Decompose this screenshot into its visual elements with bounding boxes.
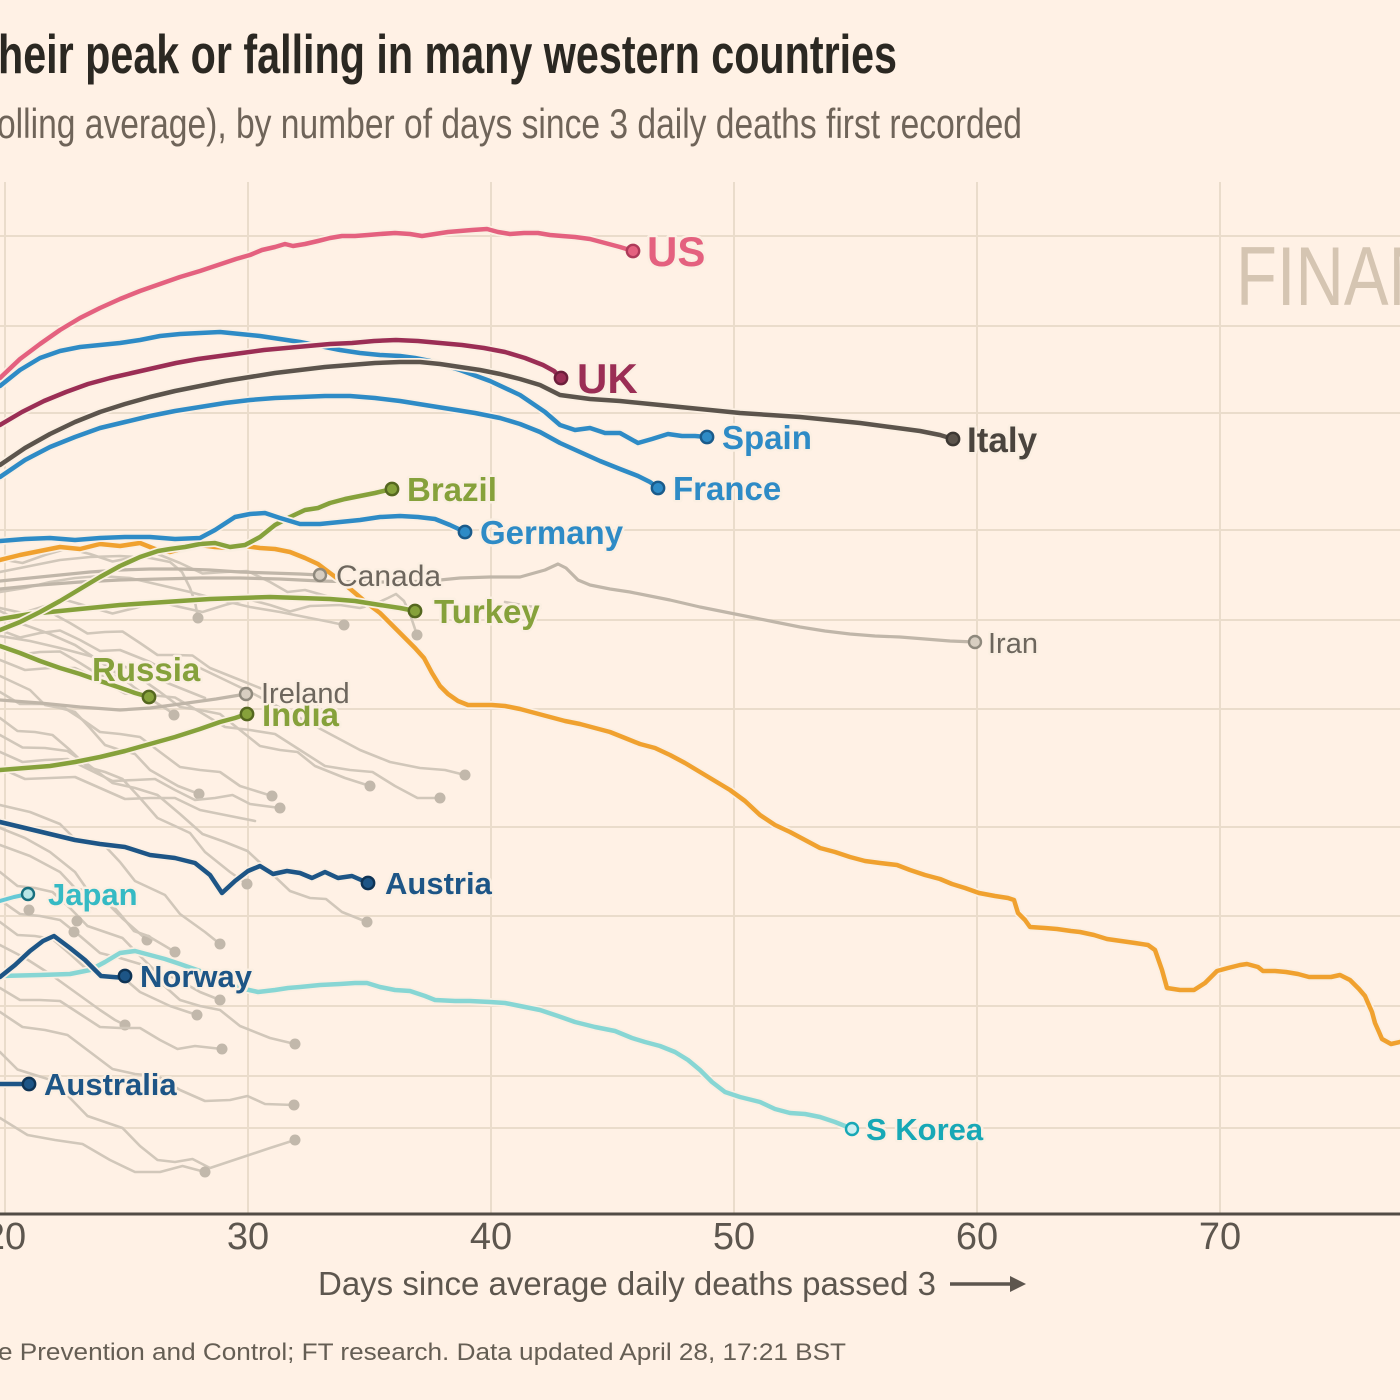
- svg-text:30: 30: [227, 1216, 269, 1258]
- svg-text:Austria: Austria: [385, 866, 493, 901]
- svg-text:Brazil: Brazil: [407, 471, 497, 508]
- svg-text:France: France: [673, 470, 781, 507]
- svg-text:Ireland: Ireland: [261, 678, 350, 710]
- svg-text:40: 40: [470, 1216, 512, 1258]
- svg-text:Germany: Germany: [480, 514, 624, 551]
- svg-text:S Korea: S Korea: [866, 1112, 984, 1147]
- svg-text:Days since average daily death: Days since average daily deaths passed 3: [318, 1265, 936, 1302]
- svg-text:20: 20: [0, 1216, 26, 1258]
- svg-text:Russia: Russia: [92, 651, 201, 688]
- svg-text:UK: UK: [577, 355, 638, 402]
- svg-text:India: India: [262, 696, 340, 733]
- svg-text:Canada: Canada: [336, 560, 441, 593]
- svg-text:e Prevention and Control; FT r: e Prevention and Control; FT research. D…: [0, 1339, 846, 1366]
- svg-text:70: 70: [1199, 1216, 1241, 1258]
- svg-text:Iran: Iran: [988, 628, 1038, 660]
- svg-text:heir peak or falling in many w: heir peak or falling in many western cou…: [0, 23, 897, 85]
- svg-text:US: US: [647, 228, 705, 275]
- svg-text:olling average), by number of: olling average), by number of days since…: [0, 100, 1022, 147]
- svg-text:Australia: Australia: [44, 1067, 177, 1102]
- svg-text:Turkey: Turkey: [434, 593, 540, 630]
- svg-text:Italy: Italy: [967, 421, 1038, 460]
- svg-text:Japan: Japan: [48, 877, 138, 912]
- svg-text:Spain: Spain: [722, 419, 812, 456]
- svg-text:FINANCIAL TIMES: FINANCIAL TIMES: [1236, 230, 1400, 324]
- svg-text:50: 50: [713, 1216, 755, 1258]
- svg-text:60: 60: [956, 1216, 998, 1258]
- svg-text:Norway: Norway: [140, 959, 253, 994]
